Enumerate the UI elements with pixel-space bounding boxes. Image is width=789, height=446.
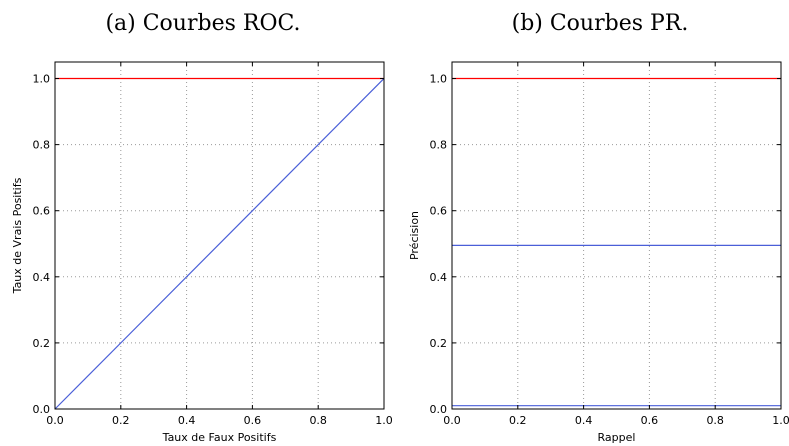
- y-tick-label: 0.0: [430, 403, 448, 416]
- y-tick-label: 0.0: [33, 403, 51, 416]
- chart-panel-1: (b) Courbes PR. 0.0 0.2 0.4 0.6 0.8 1.0 0.0 0.2 0…: [408, 11, 789, 444]
- y-tick-label: 0.4: [33, 271, 51, 284]
- x-axis-label: Rappel: [598, 431, 636, 444]
- x-tick-label: 1.0: [375, 414, 393, 427]
- y-tick-label: 0.6: [33, 205, 51, 218]
- x-tick-label: 1.0: [772, 414, 789, 427]
- chart-title: (a) Courbes ROC.: [105, 11, 300, 36]
- y-axis-label: Taux de Vrais Positifs: [11, 177, 24, 294]
- x-tick-label: 0.6: [641, 414, 659, 427]
- plot-frame: [451, 61, 782, 410]
- x-axis-label: Taux de Faux Positifs: [162, 431, 277, 444]
- x-tick-label: 0.8: [706, 414, 724, 427]
- plot-frame: [54, 61, 385, 410]
- y-tick-label: 1.0: [33, 73, 51, 86]
- x-tick-label: 0.2: [112, 414, 130, 427]
- y-tick-label: 0.6: [430, 205, 448, 218]
- x-tick-label: 0.2: [509, 414, 527, 427]
- x-tick-label: 0.4: [178, 414, 196, 427]
- chart-panel-0: (a) Courbes ROC. 0.0 0.2 0.4 0.6 0.8 1.0 0.0 0.2…: [11, 11, 393, 444]
- y-tick-label: 0.2: [33, 337, 51, 350]
- y-axis-label: Précision: [408, 211, 421, 260]
- y-tick-label: 0.2: [430, 337, 448, 350]
- y-tick-label: 1.0: [430, 73, 448, 86]
- y-tick-label: 0.8: [33, 139, 51, 152]
- y-tick-label: 0.4: [430, 271, 448, 284]
- x-tick-label: 0.4: [575, 414, 593, 427]
- x-tick-label: 0.8: [309, 414, 327, 427]
- x-tick-label: 0.0: [443, 414, 461, 427]
- y-tick-label: 0.8: [430, 139, 448, 152]
- x-tick-label: 0.6: [244, 414, 262, 427]
- chart-title: (b) Courbes PR.: [512, 11, 689, 36]
- x-tick-label: 0.0: [46, 414, 64, 427]
- series-line-1: [54, 78, 385, 410]
